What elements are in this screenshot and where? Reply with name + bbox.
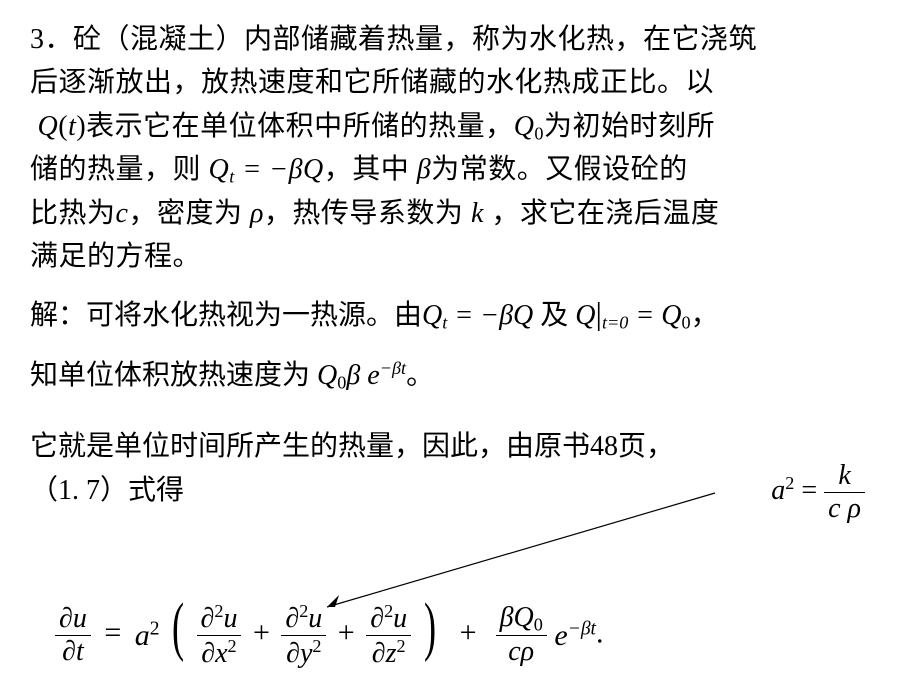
frac-du-dt: ∂u ∂t	[55, 603, 91, 668]
frac-k-over-crho: k c ρ	[824, 460, 865, 525]
math-Q-cond: Q|t=0 = Q0	[575, 300, 690, 331]
solution-line-1: 解：可将水化热视为一热源。由Qt = −βQ 及 Q|t=0 = Q0，	[30, 288, 898, 340]
solution-line-3: 它就是单位时间所产生的热量，因此，由原书48页， （1. 7）式得	[30, 425, 898, 515]
frac-d2u-dz2: ∂2u ∂z2	[366, 601, 411, 670]
solution-2-post: 。	[406, 360, 434, 391]
problem-line2: 后逐渐放出，放热速度和它所储藏的水化热成正比。以	[30, 67, 714, 98]
problem-number: 3．	[30, 24, 73, 55]
solution-1-pre: 解：可将水化热视为一热源。由	[30, 300, 422, 331]
problem-line4-mid: ，其中	[324, 154, 417, 185]
problem-line1: 砼（混凝土）内部储藏着热量，称为水化热，在它浇筑	[73, 24, 757, 55]
solution-1-mid: 及	[533, 300, 575, 331]
frac-betaQ0-crho: βQ0 cρ	[496, 602, 547, 669]
math-Q-of-t: Q(t)	[38, 111, 87, 142]
problem-line5-post: ，求它在浇后温度	[491, 198, 719, 229]
math-k: k	[471, 198, 484, 229]
math-beta: β	[417, 154, 431, 185]
math-heat-rate: Q0β e−βt	[317, 360, 406, 391]
problem-line5-mid1: ，密度为	[128, 198, 250, 229]
solution-3b: （1. 7）式得	[30, 475, 184, 506]
solution-2-pre: 知单位体积放热速度为	[30, 360, 317, 391]
math-a2-definition: a2 = k c ρ	[771, 460, 865, 525]
frac-d2u-dy2: ∂2u ∂y2	[281, 601, 326, 670]
math-rho: ρ	[250, 198, 264, 229]
problem-line5-pre: 比热为	[30, 198, 116, 229]
math-pde-equation: ∂u ∂t = a2 ( ∂2u ∂x2 + ∂2u ∂y2 + ∂2u ∂z2…	[55, 601, 603, 670]
problem-line4-post: 为常数。又假设砼的	[431, 154, 688, 185]
problem-line5-mid2: ，热传导系数为	[264, 198, 471, 229]
problem-line4-pre: 储的热量，则	[30, 154, 209, 185]
problem-paragraph: 3．砼（混凝土）内部储藏着热量，称为水化热，在它浇筑 后逐渐放出，放热速度和它所…	[30, 18, 898, 278]
problem-line3-mid: 表示它在单位体积中所储的热量，	[86, 111, 514, 142]
frac-d2u-dx2: ∂2u ∂x2	[197, 601, 242, 670]
page: 3．砼（混凝土）内部储藏着热量，称为水化热，在它浇筑 后逐渐放出，放热速度和它所…	[0, 0, 920, 690]
math-Qt-eq2: Qt = −βQ	[422, 300, 533, 331]
solution-line-2: 知单位体积放热速度为 Q0β e−βt。	[30, 354, 898, 399]
math-c: c	[116, 198, 129, 229]
math-Q0: Q0	[514, 111, 544, 142]
solution-3a: 它就是单位时间所产生的热量，因此，由原书48页，	[30, 431, 674, 462]
problem-line3-post: 为初始时刻所	[544, 111, 715, 142]
problem-line6: 满足的方程。	[30, 241, 201, 272]
math-Qt-eq: Qt = −βQ	[209, 154, 324, 185]
